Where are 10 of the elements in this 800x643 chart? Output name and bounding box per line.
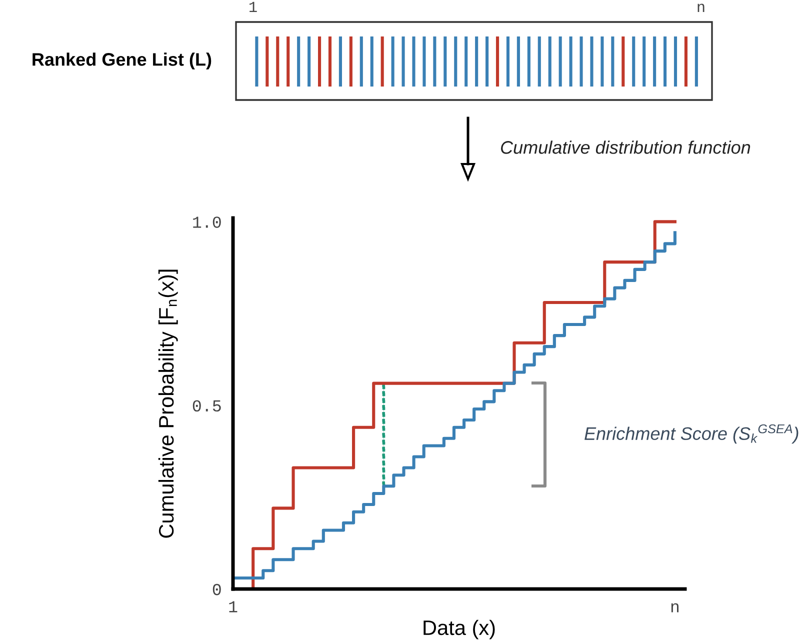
text: n <box>698 4 704 12</box>
text: Cumulative distribution function <box>500 140 750 154</box>
x-axis-title: Data (x) <box>424 620 495 640</box>
annotation: Enrichment Score (S$_{k}$$^{GSEA}$) <box>584 424 798 444</box>
y-tick-label: 1.0 <box>193 216 221 228</box>
text: Ranked Gene List (L) <box>32 52 212 70</box>
y-tick-label: 0 <box>212 584 221 596</box>
y-axis-title: Cumulative Probability [F$_{n}$(x)] <box>158 270 178 538</box>
y-tick-label: 0.5 <box>192 400 221 412</box>
text: 1 <box>250 2 257 12</box>
